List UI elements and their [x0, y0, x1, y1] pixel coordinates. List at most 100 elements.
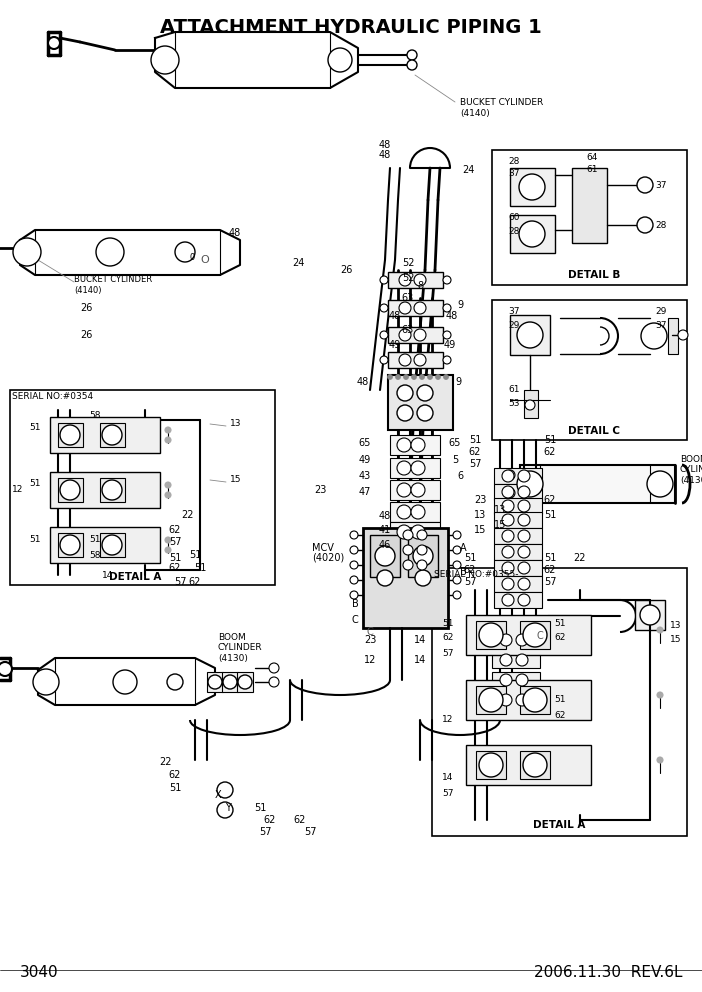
- Circle shape: [165, 492, 171, 498]
- Circle shape: [165, 537, 171, 543]
- Text: C: C: [366, 627, 373, 637]
- Circle shape: [102, 425, 122, 445]
- Text: 58: 58: [89, 551, 101, 559]
- Circle shape: [413, 546, 433, 566]
- Circle shape: [407, 60, 417, 70]
- Circle shape: [397, 525, 411, 539]
- Text: 12: 12: [364, 655, 376, 665]
- Text: (4130): (4130): [680, 475, 702, 484]
- Circle shape: [518, 470, 530, 482]
- Circle shape: [453, 531, 461, 539]
- Circle shape: [517, 471, 543, 497]
- Circle shape: [217, 782, 233, 798]
- Bar: [58, 423, 83, 447]
- Circle shape: [443, 356, 451, 364]
- Text: B: B: [352, 599, 359, 609]
- Circle shape: [417, 530, 427, 540]
- Bar: [100, 533, 125, 557]
- Circle shape: [328, 48, 352, 72]
- Circle shape: [443, 304, 451, 312]
- Text: 51: 51: [469, 435, 481, 445]
- Bar: [510, 215, 555, 253]
- Circle shape: [500, 654, 512, 666]
- Text: 15: 15: [494, 520, 506, 530]
- Text: 3040: 3040: [20, 965, 59, 980]
- Circle shape: [165, 547, 171, 553]
- Circle shape: [518, 514, 530, 526]
- Bar: [390, 458, 440, 478]
- Text: 62: 62: [544, 495, 556, 505]
- Text: 62: 62: [168, 770, 181, 780]
- Circle shape: [502, 470, 514, 482]
- Circle shape: [350, 591, 358, 599]
- Circle shape: [516, 694, 528, 706]
- Bar: [492, 652, 540, 668]
- Text: 12: 12: [442, 715, 453, 724]
- Bar: [390, 522, 440, 542]
- Text: 48: 48: [389, 311, 401, 321]
- Circle shape: [502, 546, 514, 558]
- Text: 48: 48: [229, 228, 241, 238]
- Text: BUCKET CYLINDER: BUCKET CYLINDER: [460, 98, 543, 107]
- Text: 51: 51: [544, 553, 556, 563]
- Circle shape: [516, 654, 528, 666]
- Circle shape: [269, 677, 279, 687]
- Circle shape: [500, 694, 512, 706]
- Text: 22: 22: [574, 553, 586, 563]
- Text: 29: 29: [655, 308, 666, 316]
- Bar: [58, 533, 83, 557]
- Text: 62: 62: [469, 447, 481, 457]
- Bar: [58, 478, 83, 502]
- Text: MCV: MCV: [312, 543, 334, 553]
- Circle shape: [637, 217, 653, 233]
- Circle shape: [414, 274, 426, 286]
- Text: 62: 62: [168, 525, 181, 535]
- Text: 51: 51: [194, 563, 206, 573]
- Bar: [520, 621, 550, 649]
- Text: 14: 14: [414, 655, 426, 665]
- Circle shape: [397, 385, 413, 401]
- Circle shape: [414, 354, 426, 366]
- Circle shape: [167, 674, 183, 690]
- Circle shape: [48, 37, 60, 49]
- Circle shape: [516, 634, 528, 646]
- Circle shape: [500, 674, 512, 686]
- Circle shape: [453, 591, 461, 599]
- Bar: [520, 686, 550, 714]
- Circle shape: [417, 385, 433, 401]
- Circle shape: [403, 545, 413, 555]
- Text: C: C: [536, 631, 543, 641]
- Text: BUCKET CYLINDER: BUCKET CYLINDER: [74, 276, 152, 285]
- Text: 62: 62: [544, 565, 556, 575]
- Circle shape: [403, 530, 413, 540]
- Text: 49: 49: [444, 340, 456, 350]
- Text: 29: 29: [508, 320, 519, 329]
- Circle shape: [411, 438, 425, 452]
- Bar: [466, 615, 591, 655]
- Circle shape: [505, 470, 515, 480]
- Bar: [10, 390, 275, 585]
- Bar: [494, 576, 542, 592]
- Bar: [492, 632, 540, 648]
- Circle shape: [518, 594, 530, 606]
- Text: 23: 23: [314, 485, 326, 495]
- Bar: [494, 592, 542, 608]
- Circle shape: [518, 500, 530, 512]
- Text: 65: 65: [449, 438, 461, 448]
- Circle shape: [96, 238, 124, 266]
- Circle shape: [404, 375, 409, 380]
- Text: 5: 5: [452, 455, 458, 465]
- Bar: [100, 423, 125, 447]
- Bar: [388, 352, 443, 368]
- Text: 52: 52: [402, 258, 414, 268]
- Text: 51: 51: [29, 424, 41, 433]
- Bar: [370, 535, 400, 577]
- Text: 61: 61: [508, 386, 519, 395]
- Bar: [390, 435, 440, 455]
- Text: 48: 48: [379, 140, 391, 150]
- Text: 37: 37: [508, 169, 519, 178]
- Bar: [207, 672, 223, 692]
- Circle shape: [657, 757, 663, 763]
- Circle shape: [397, 483, 411, 497]
- Text: 62: 62: [168, 563, 181, 573]
